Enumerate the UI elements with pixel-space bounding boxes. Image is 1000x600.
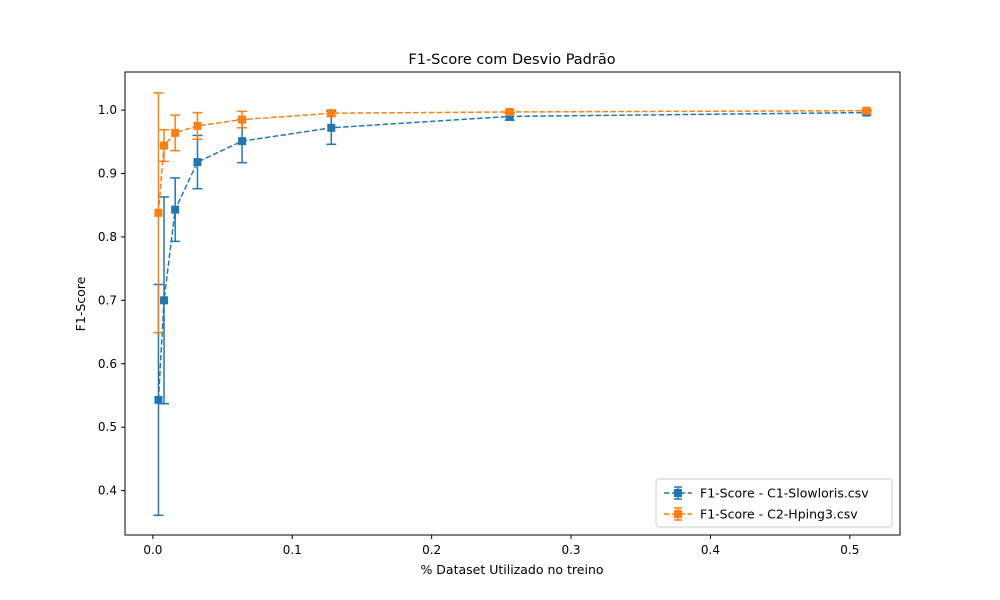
data-point [862, 106, 871, 115]
y-tick-label: 0.7 [98, 293, 117, 307]
y-axis-ticks: 0.4 0.5 0.6 0.7 0.8 0.9 1.0 [98, 103, 125, 498]
x-tick-label: 0.2 [422, 543, 441, 557]
legend-marker [674, 510, 682, 518]
data-point [171, 128, 180, 137]
data-point [327, 109, 336, 118]
legend-entry: F1-Score - C2-Hping3.csv [664, 507, 858, 522]
legend-label: F1-Score - C1-Slowloris.csv [700, 486, 869, 501]
y-tick-label: 0.4 [98, 484, 117, 498]
y-axis-label: F1-Score [73, 276, 88, 331]
data-point [154, 208, 163, 217]
data-point [171, 205, 180, 214]
data-point [160, 296, 169, 305]
data-point [238, 137, 247, 146]
series-line [157, 109, 867, 213]
y-tick-label: 0.8 [98, 230, 117, 244]
legend-marker [674, 489, 682, 497]
chart-title: F1-Score com Desvio Padrão [408, 52, 615, 68]
x-tick-label: 0.1 [283, 543, 302, 557]
y-tick-label: 0.6 [98, 357, 117, 371]
y-tick-label: 1.0 [98, 103, 117, 117]
y-tick-label: 0.9 [98, 166, 117, 180]
legend-box [655, 478, 893, 528]
x-tick-label: 0.5 [840, 543, 859, 557]
data-point [193, 121, 202, 130]
data-point [505, 112, 514, 121]
x-axis-label: % Dataset Utilizado no treino [420, 562, 603, 577]
series-2 [153, 92, 872, 334]
x-axis-ticks: 0.0 0.1 0.2 0.3 0.4 0.5 [143, 535, 859, 557]
legend-entry: F1-Score - C1-Slowloris.csv [664, 486, 869, 501]
series-line [157, 111, 867, 400]
legend-label: F1-Score - C2-Hping3.csv [700, 507, 858, 522]
x-tick-label: 0.4 [701, 543, 720, 557]
plot-frame [124, 71, 901, 536]
legend: F1-Score - C1-Slowloris.csv F1-Score - C2… [655, 478, 893, 528]
x-tick-label: 0.0 [143, 543, 162, 557]
data-point [193, 158, 202, 167]
data-point [238, 115, 247, 124]
series-1 [153, 108, 872, 517]
y-tick-label: 0.5 [98, 420, 117, 434]
plot-area [153, 92, 872, 517]
data-point [160, 141, 169, 150]
data-point [154, 395, 163, 404]
data-point [327, 123, 336, 132]
x-tick-label: 0.3 [561, 543, 580, 557]
data-point [505, 107, 514, 116]
